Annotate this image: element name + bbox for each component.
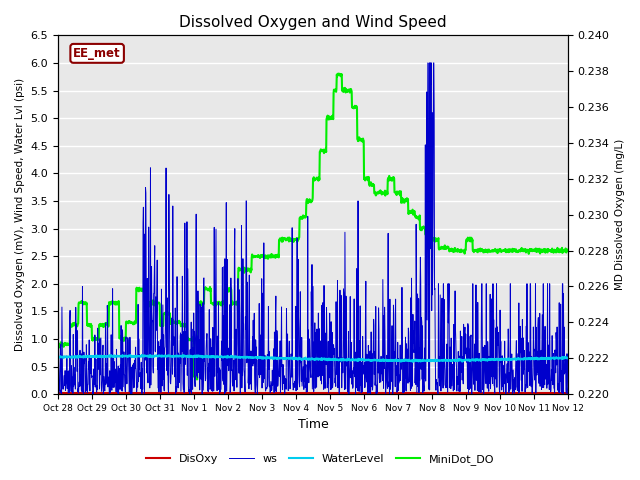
MiniDot_DO	[193, 377, 201, 383]
Line: MiniDot_DO: MiniDot_DO	[58, 73, 568, 380]
ws	[168, 343, 175, 348]
WaterLevel	[564, 355, 572, 361]
WaterLevel	[397, 359, 404, 364]
MiniDot_DO	[392, 191, 400, 197]
WaterLevel	[392, 357, 400, 362]
DisOxy	[155, 390, 163, 396]
DisOxy	[503, 390, 511, 396]
MiniDot_DO	[504, 249, 512, 255]
WaterLevel	[168, 354, 175, 360]
ws	[54, 380, 62, 385]
DisOxy	[54, 390, 62, 396]
MiniDot_DO	[168, 318, 175, 324]
Legend: DisOxy, ws, WaterLevel, MiniDot_DO: DisOxy, ws, WaterLevel, MiniDot_DO	[141, 450, 499, 469]
DisOxy	[225, 390, 232, 396]
ws	[504, 380, 511, 385]
WaterLevel	[54, 354, 62, 360]
DisOxy	[168, 390, 175, 396]
MiniDot_DO	[564, 247, 572, 252]
X-axis label: Time: Time	[298, 419, 328, 432]
DisOxy	[564, 390, 572, 396]
ws	[225, 345, 232, 351]
Title: Dissolved Oxygen and Wind Speed: Dissolved Oxygen and Wind Speed	[179, 15, 447, 30]
WaterLevel	[504, 356, 512, 361]
DisOxy	[392, 390, 399, 396]
MiniDot_DO	[335, 71, 343, 76]
DisOxy	[458, 390, 466, 396]
MiniDot_DO	[54, 342, 62, 348]
ws	[155, 389, 163, 395]
MiniDot_DO	[155, 300, 163, 305]
Y-axis label: Dissolved Oxygen (mV), Wind Speed, Water Lvl (psi): Dissolved Oxygen (mV), Wind Speed, Water…	[15, 78, 25, 351]
WaterLevel	[127, 352, 134, 358]
WaterLevel	[225, 354, 232, 360]
ws	[564, 391, 572, 397]
Y-axis label: MD Dissolved Oxygen (mg/L): MD Dissolved Oxygen (mg/L)	[615, 139, 625, 290]
ws	[424, 60, 431, 66]
WaterLevel	[459, 358, 467, 363]
Line: ws: ws	[58, 63, 568, 394]
MiniDot_DO	[459, 248, 467, 254]
Line: WaterLevel: WaterLevel	[58, 355, 568, 361]
ws	[392, 296, 399, 302]
Text: EE_met: EE_met	[74, 47, 121, 60]
WaterLevel	[156, 353, 163, 359]
ws	[459, 354, 467, 360]
MiniDot_DO	[225, 289, 232, 295]
